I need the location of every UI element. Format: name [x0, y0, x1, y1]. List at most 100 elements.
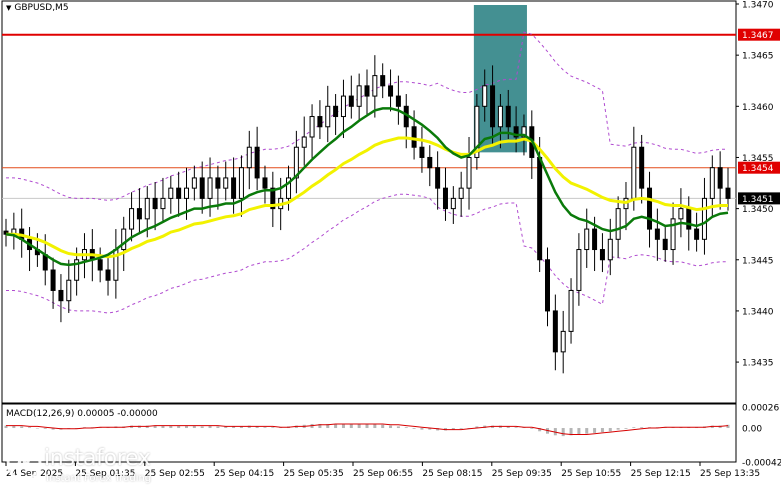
macd-histogram-bar: [577, 428, 581, 435]
macd-histogram-bar: [28, 427, 32, 429]
brand-tagline: Instant Forex Trading: [46, 473, 152, 484]
candle-body: [168, 187, 174, 199]
price-tick-label: 1.3435: [742, 359, 774, 369]
macd-histogram-bar: [365, 423, 369, 429]
candle-body: [537, 156, 543, 261]
macd-histogram-bar: [451, 428, 455, 430]
macd-histogram-bar: [357, 423, 361, 429]
macd-histogram-bar: [381, 424, 385, 429]
candle-body: [340, 95, 346, 118]
macd-histogram-bar: [467, 428, 471, 429]
symbol-label: ▼ GBPUSD,M5: [6, 3, 69, 13]
resistance-label-box: [738, 28, 780, 41]
candle-body: [670, 218, 676, 251]
macd-histogram-bar: [593, 428, 597, 433]
macd-histogram-bar: [585, 428, 589, 434]
candle-body: [615, 208, 621, 240]
macd-histogram-bar: [538, 428, 542, 432]
price-panel-frame: [1, 0, 737, 404]
macd-histogram-bar: [373, 423, 377, 429]
candle-body: [607, 238, 613, 261]
macd-histogram-bar: [200, 426, 204, 429]
candle-body: [309, 116, 315, 138]
macd-histogram-bar: [632, 427, 636, 429]
brand-logo-icon: [6, 445, 42, 481]
macd-signal-line: [6, 423, 729, 435]
macd-histogram-bar: [396, 426, 400, 429]
macd-histogram-bar: [255, 426, 259, 429]
candle-body: [599, 249, 605, 261]
candle-body: [552, 310, 558, 353]
candle-body: [513, 126, 519, 138]
candle-body: [191, 177, 197, 189]
resistance-label: 1.3467: [742, 31, 774, 41]
macd-histogram-bar: [514, 427, 518, 429]
candle-body: [450, 197, 456, 210]
macd-tick-label: -0.00042: [742, 459, 781, 469]
candle-body: [497, 105, 503, 128]
macd-histogram-bar: [608, 428, 612, 432]
macd-histogram-bar: [153, 425, 157, 429]
candle-body: [301, 136, 307, 148]
macd-histogram-bar: [216, 426, 220, 429]
macd-histogram-bar: [177, 425, 181, 429]
candle-body: [97, 259, 103, 271]
candle-body: [482, 85, 488, 107]
time-tick-label: 25 Sep 09:35: [492, 469, 552, 479]
macd-histogram-bar: [616, 428, 620, 430]
candle-body: [725, 187, 731, 199]
macd-indicator-label: MACD(12,26,9) 0.00005 -0.00000: [6, 409, 158, 419]
macd-histogram-bar: [420, 428, 424, 430]
macd-histogram-bar: [239, 426, 243, 429]
candle-body: [505, 105, 511, 128]
dropdown-triangle-icon[interactable]: ▼: [6, 4, 12, 12]
candle-body: [576, 249, 582, 291]
candle-body: [466, 156, 472, 189]
price-tick-label: 1.3440: [742, 307, 774, 317]
candle-body: [419, 146, 425, 158]
macd-histogram-bar: [326, 423, 330, 429]
candle-body: [686, 208, 692, 230]
macd-histogram-bar: [341, 423, 345, 429]
price-tick-label: 1.3470: [742, 1, 774, 11]
macd-histogram-bar: [624, 428, 628, 429]
candle-body: [380, 75, 386, 87]
candle-body: [238, 167, 244, 199]
macd-histogram-bar: [334, 423, 338, 429]
price-tick-label: 1.3445: [742, 256, 774, 266]
candle-body: [144, 197, 150, 220]
macd-histogram-bar: [208, 425, 212, 429]
candle-body: [411, 126, 417, 148]
macd-histogram-bar: [404, 427, 408, 429]
price-level-label: 1.3454: [742, 164, 774, 174]
candle-body: [490, 85, 496, 128]
candle-body: [662, 238, 668, 251]
candle-body: [568, 289, 574, 332]
candle-body: [364, 85, 370, 97]
macd-panel-frame: [1, 403, 737, 463]
symbol-text: GBPUSD,M5: [14, 3, 69, 13]
candle-body: [105, 269, 111, 281]
candle-body: [521, 126, 527, 138]
macd-histogram-bar: [271, 427, 275, 429]
time-tick-label: 25 Sep 13:35: [700, 469, 760, 479]
candle-body: [50, 269, 56, 291]
candle-body: [199, 177, 205, 199]
macd-histogram-bar: [43, 428, 47, 429]
time-tick-label: 25 Sep 06:55: [353, 469, 413, 479]
time-tick-label: 25 Sep 12:15: [631, 469, 691, 479]
time-tick-label: 25 Sep 10:55: [561, 469, 621, 479]
candle-body: [356, 85, 362, 107]
candle-body: [592, 228, 598, 251]
current-price-label-box: [738, 192, 780, 205]
candle-body: [427, 156, 433, 169]
macd-histogram-bar: [51, 428, 55, 430]
candle-body: [215, 177, 221, 189]
macd-histogram-bar: [20, 426, 24, 429]
macd-histogram-bar: [428, 428, 432, 430]
candle-body: [639, 146, 645, 189]
macd-histogram-bar: [600, 428, 604, 433]
price-panel: [1, 0, 737, 404]
candle-body: [325, 105, 331, 128]
